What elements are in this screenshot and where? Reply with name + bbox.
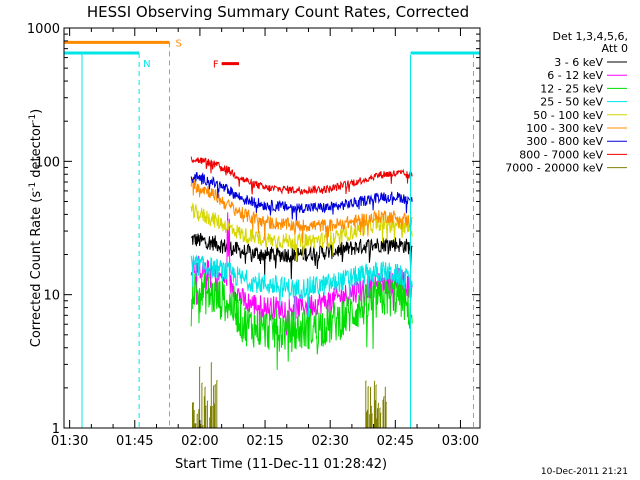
flag-label-s: S xyxy=(176,38,182,49)
legend-label: 300 - 800 keV xyxy=(526,135,603,148)
flag-label-n: N xyxy=(143,59,150,70)
series-100-300-kev xyxy=(190,176,413,248)
legend-label: 6 - 12 keV xyxy=(547,69,603,82)
y-axis-label-text: Corrected Count Rate (s-1 detector-1) xyxy=(28,109,44,347)
y-axis-label-part: detector xyxy=(29,122,44,182)
x-tick-label: 01:45 xyxy=(116,434,153,449)
legend-label: 100 - 300 keV xyxy=(526,122,603,135)
series-7000-20000-kev xyxy=(192,362,387,429)
series-800-7000-kev xyxy=(190,156,413,196)
series-6-12-kev xyxy=(190,212,413,344)
y-axis-label-part: -1 xyxy=(28,182,38,191)
plot-area: N S F 1 10 100 1000 01:30 01:45 02:00 02:15 02:30 02… xyxy=(27,22,481,449)
series-25-50-kev xyxy=(190,255,413,322)
y-axis-label-part: ) xyxy=(29,109,44,114)
series-12-25-kev xyxy=(190,272,413,371)
legend-label: 25 - 50 keV xyxy=(540,96,603,109)
y-tick-label: 1000 xyxy=(27,22,60,37)
plot-frame xyxy=(63,27,481,429)
y-axis-label: Corrected Count Rate (s-1 detector-1) xyxy=(28,109,44,347)
x-tick-label: 03:00 xyxy=(442,434,479,449)
x-axis-label: Start Time (11-Dec-11 01:28:42) xyxy=(175,457,387,472)
x-tick-label: 02:00 xyxy=(181,434,218,449)
legend-label: 7000 - 20000 keV xyxy=(505,162,603,175)
x-tick-label: 02:15 xyxy=(246,434,283,449)
legend-header: Det 1,3,4,5,6, xyxy=(552,30,628,43)
legend-label: 800 - 7000 keV xyxy=(519,148,603,161)
chart-title: HESSI Observing Summary Count Rates, Cor… xyxy=(87,3,469,21)
y-tick-label: 10 xyxy=(43,289,60,304)
x-tick-label: 02:30 xyxy=(311,434,348,449)
legend-header: Att 0 xyxy=(602,42,628,55)
y-axis-label-part: -1 xyxy=(28,114,38,123)
legend-label: 3 - 6 keV xyxy=(554,56,603,69)
x-tick-label: 02:45 xyxy=(377,434,414,449)
x-tick-label: 01:30 xyxy=(51,434,88,449)
y-tick-label: 1 xyxy=(52,422,60,437)
footer-date: 10-Dec-2011 21:21 xyxy=(541,467,628,477)
series-300-800-kev xyxy=(190,171,413,221)
legend-label: 12 - 25 keV xyxy=(540,82,603,95)
flag-label-f: F xyxy=(213,60,219,71)
y-axis-label-part: Corrected Count Rate (s xyxy=(29,191,44,348)
y-tick-label: 100 xyxy=(35,155,60,170)
legend-label: 50 - 100 keV xyxy=(533,109,603,122)
